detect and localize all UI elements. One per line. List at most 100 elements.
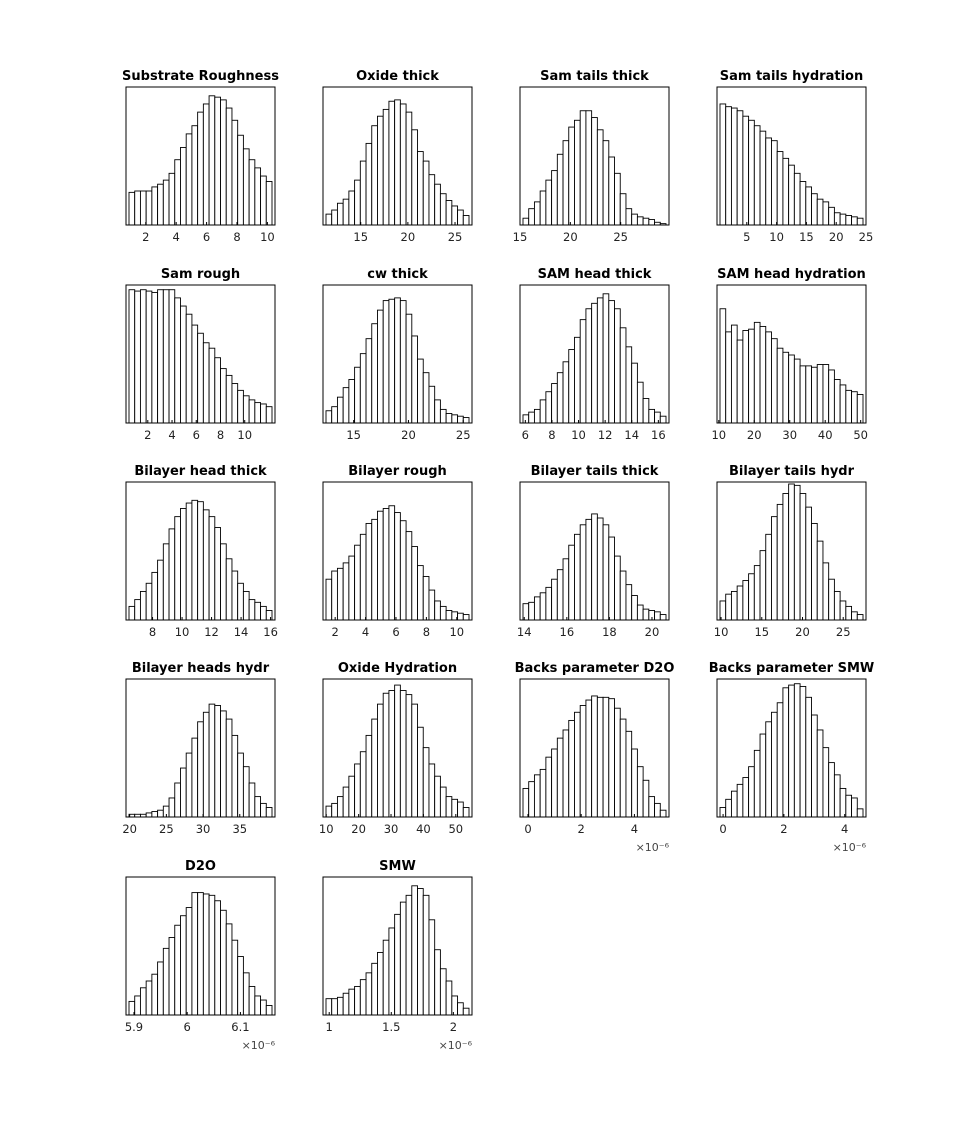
histogram-bar bbox=[180, 305, 187, 424]
histogram-bar bbox=[134, 995, 141, 1016]
histogram-bar bbox=[191, 125, 199, 226]
histogram-bar bbox=[833, 379, 841, 424]
histogram-bar bbox=[625, 208, 633, 226]
histogram-bar bbox=[359, 353, 367, 424]
histogram-bar bbox=[591, 117, 598, 226]
histogram-bar bbox=[394, 913, 401, 1016]
histogram-bar bbox=[445, 413, 453, 424]
histogram-bar bbox=[614, 707, 621, 818]
histogram-panel: Backs parameter D2O 0 2 4 ×10⁻⁶ bbox=[515, 661, 675, 854]
histogram-bar bbox=[457, 415, 464, 424]
histogram-bar bbox=[602, 696, 610, 818]
histogram-bar bbox=[828, 206, 835, 226]
histogram-bar bbox=[614, 555, 621, 621]
histogram-bar bbox=[793, 358, 801, 424]
histogram-bar bbox=[265, 406, 273, 424]
histogram-bar bbox=[417, 565, 424, 621]
histogram-bar bbox=[619, 193, 627, 226]
histogram-bar bbox=[388, 690, 396, 818]
histogram-bar bbox=[185, 907, 193, 1016]
x-tick-label: 50 bbox=[448, 822, 463, 836]
histogram-bar bbox=[248, 782, 256, 818]
histogram-panel: Substrate Roughness 2 4 6 8 10 bbox=[122, 69, 279, 244]
histogram-bar bbox=[654, 802, 661, 818]
histogram-bar bbox=[202, 711, 210, 818]
x-tick-label: 2 bbox=[144, 428, 151, 442]
histogram-bar bbox=[782, 687, 790, 818]
histogram-bar bbox=[522, 787, 530, 818]
histogram-bar bbox=[254, 167, 262, 226]
histogram-bar bbox=[377, 951, 384, 1016]
histogram-bar bbox=[462, 614, 470, 621]
histogram-bar bbox=[833, 212, 841, 226]
histogram-bar bbox=[139, 987, 147, 1016]
histogram-bar bbox=[185, 752, 193, 818]
histogram-panel: Bilayer head thick 8 10 12 14 16 bbox=[125, 464, 278, 639]
histogram-bar bbox=[428, 763, 436, 818]
histogram-bar bbox=[776, 151, 784, 226]
histogram-bar bbox=[788, 354, 795, 424]
histogram-bar bbox=[568, 719, 575, 818]
histogram-bar bbox=[748, 328, 755, 424]
histogram-bar bbox=[428, 919, 436, 1016]
histogram-bar bbox=[399, 901, 407, 1016]
histogram-bar bbox=[265, 1005, 273, 1016]
histogram-bar bbox=[856, 808, 864, 818]
histogram-bar bbox=[591, 695, 598, 818]
histogram-bar bbox=[157, 809, 164, 818]
x-tick-label: 20 bbox=[829, 230, 844, 244]
x-tick-label: 20 bbox=[795, 625, 810, 639]
histogram-bar bbox=[214, 900, 221, 1016]
histogram-bar bbox=[602, 140, 610, 226]
x-tick-label: 50 bbox=[853, 428, 868, 442]
histogram-bar bbox=[608, 536, 615, 621]
histogram-bar bbox=[342, 562, 350, 621]
histogram-panel: Bilayer heads hydr 20 25 30 35 bbox=[122, 661, 276, 836]
x-tick-label: 40 bbox=[416, 822, 431, 836]
axes-box bbox=[125, 86, 276, 226]
histogram-bar bbox=[422, 372, 430, 424]
histogram-bar bbox=[765, 331, 772, 424]
histogram-bar bbox=[596, 129, 604, 226]
histogram-bar bbox=[331, 570, 338, 621]
histogram-bar bbox=[168, 289, 176, 424]
histogram-bar bbox=[445, 796, 453, 818]
histogram-bar bbox=[405, 694, 413, 818]
histogram-bar bbox=[539, 592, 547, 621]
histogram-bar bbox=[602, 293, 610, 424]
histogram-bar bbox=[208, 516, 216, 621]
histogram-bar bbox=[828, 369, 835, 424]
histogram-bar bbox=[382, 108, 390, 226]
histogram-bar bbox=[265, 610, 273, 621]
histogram-bar bbox=[128, 191, 136, 226]
histogram-bar bbox=[730, 107, 738, 226]
histogram-bar bbox=[342, 786, 350, 818]
histogram-bar bbox=[325, 410, 333, 424]
histogram-bar bbox=[220, 99, 227, 226]
x-tick-label: 5 bbox=[743, 230, 750, 244]
histogram-bar bbox=[411, 335, 418, 424]
histogram-bar bbox=[765, 721, 772, 818]
histogram-bar bbox=[788, 684, 795, 818]
histogram-bar bbox=[405, 111, 413, 226]
histogram-bar bbox=[180, 767, 187, 818]
histogram-bar bbox=[736, 110, 744, 226]
histogram-bar bbox=[439, 193, 447, 226]
histogram-bar bbox=[659, 809, 667, 818]
x-tick-label: 8 bbox=[548, 428, 555, 442]
histogram-bar bbox=[417, 888, 424, 1016]
histogram-bar bbox=[856, 393, 864, 424]
histogram-bar bbox=[382, 300, 390, 424]
histogram-bar bbox=[771, 140, 778, 226]
histogram-bar bbox=[185, 313, 193, 424]
histogram-bar bbox=[231, 119, 239, 226]
histogram-bar bbox=[134, 190, 141, 226]
histogram-bar bbox=[388, 298, 396, 424]
histogram-bar bbox=[202, 509, 210, 621]
histogram-bar bbox=[174, 159, 181, 226]
histogram-bar bbox=[157, 289, 164, 424]
axis-multiplier-label: ×10⁻⁶ bbox=[833, 841, 867, 854]
histogram-bar bbox=[371, 718, 378, 818]
histogram-bar bbox=[759, 130, 767, 226]
histogram-bar bbox=[434, 775, 441, 818]
